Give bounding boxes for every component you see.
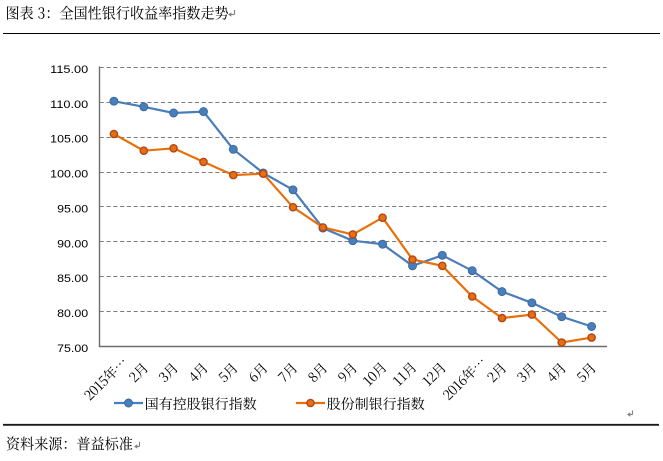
svg-text:75.00: 75.00	[57, 343, 88, 355]
svg-text:90.00: 90.00	[57, 238, 88, 250]
svg-text:95.00: 95.00	[57, 203, 88, 215]
svg-text:100.00: 100.00	[50, 169, 88, 181]
svg-text:105.00: 105.00	[50, 134, 88, 146]
svg-text:110.00: 110.00	[50, 99, 88, 111]
svg-text:80.00: 80.00	[57, 308, 88, 320]
svg-text:115.00: 115.00	[50, 64, 88, 76]
svg-text:85.00: 85.00	[57, 273, 88, 285]
